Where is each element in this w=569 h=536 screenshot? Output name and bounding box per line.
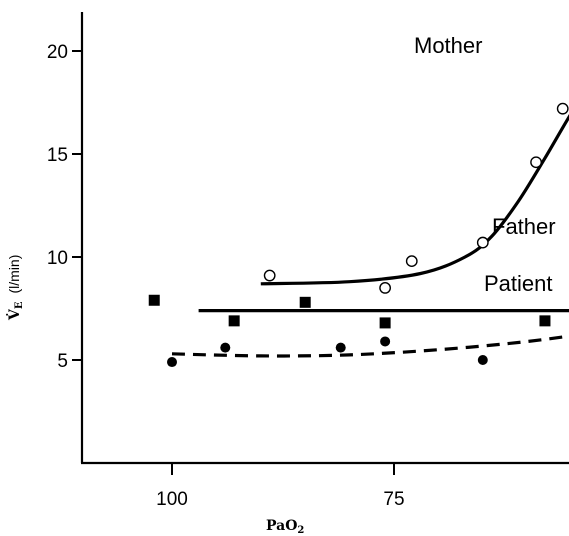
data-point-mother <box>556 102 569 115</box>
data-point-mother <box>476 236 489 249</box>
y-axis-title-subscript: E <box>14 301 25 309</box>
y-axis-title-units: (l/min) <box>6 255 22 294</box>
y-tick-label: 5 <box>57 351 68 372</box>
data-point-mother <box>379 281 392 294</box>
data-point-mother <box>405 255 418 268</box>
x-axis-title-main: PaO <box>266 518 297 534</box>
data-point-patient <box>539 315 551 327</box>
y-axis-title-main: V̇ <box>5 308 23 321</box>
series-label-patient: Patient <box>484 271 553 296</box>
fit-line-father <box>171 334 569 358</box>
data-point-patient <box>228 315 240 327</box>
data-point-father <box>220 342 231 353</box>
series-label-father: Father <box>492 214 556 239</box>
y-tick-label: 15 <box>47 145 68 166</box>
data-point-mother <box>263 269 276 282</box>
data-point-father <box>335 342 346 353</box>
data-point-patient <box>148 294 160 306</box>
data-point-father <box>380 336 391 347</box>
data-point-father <box>477 355 488 365</box>
data-point-father <box>167 357 177 368</box>
y-tick-label: 10 <box>47 248 68 269</box>
data-point-patient <box>299 296 311 308</box>
x-tick-label: 75 <box>383 489 404 510</box>
fit-curves <box>171 113 569 358</box>
x-axis-title: PaO2 <box>266 518 304 536</box>
x-axis-title-subscript: 2 <box>297 525 304 536</box>
data-point-patient <box>379 317 391 329</box>
y-axis-title: V̇E (l/min) <box>5 255 25 321</box>
x-tick-label: 100 <box>156 489 188 510</box>
fit-line-mother <box>260 113 569 286</box>
series-label-mother: Mother <box>414 33 482 58</box>
y-tick-label: 20 <box>47 42 68 63</box>
axes <box>80 12 569 465</box>
ticks: 1007550255101520 <box>47 42 405 510</box>
data-point-mother <box>530 156 542 169</box>
data-points <box>148 102 569 368</box>
